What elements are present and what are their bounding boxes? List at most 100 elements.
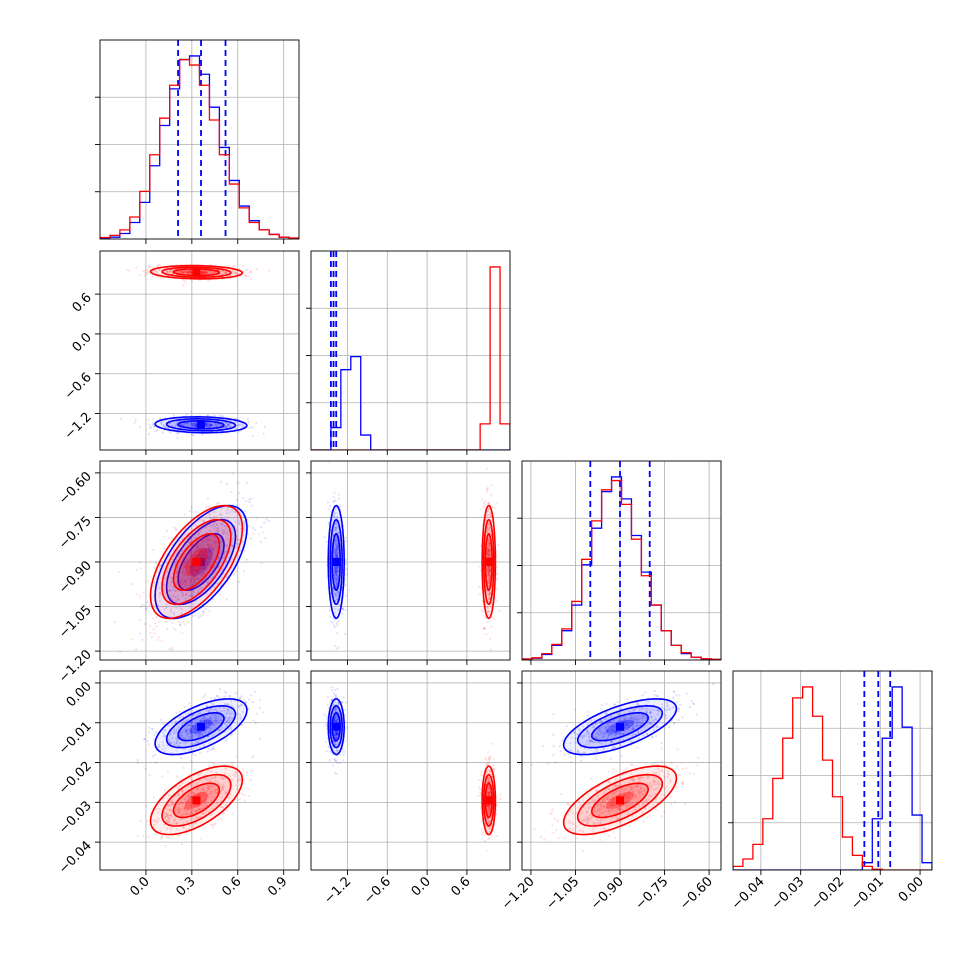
sample-point [198, 734, 201, 737]
sample-point [328, 759, 331, 762]
sample-point [333, 530, 336, 533]
peak-red [484, 557, 493, 566]
sample-point [335, 544, 338, 547]
sample-point [185, 554, 188, 557]
sample-point [333, 551, 336, 554]
sample-point [151, 755, 155, 758]
sample-point [156, 428, 159, 432]
sample-point [492, 764, 495, 767]
sample-point [209, 425, 212, 428]
sample-point [187, 570, 190, 573]
sample-point [244, 275, 247, 278]
sample-point [226, 508, 229, 511]
sample-point [202, 718, 206, 721]
sample-point [119, 651, 122, 654]
sample-point [199, 573, 202, 576]
sample-point [218, 714, 221, 717]
sample-point [334, 528, 337, 531]
sample-point [242, 521, 245, 525]
sample-point [178, 420, 181, 423]
sample-point [179, 715, 182, 718]
sample-point [198, 548, 201, 551]
sample-point [171, 272, 174, 276]
sample-point [222, 568, 225, 571]
sample-point [193, 724, 197, 728]
sample-point [152, 738, 156, 741]
sample-point [207, 546, 210, 549]
sample-point [194, 423, 198, 426]
sample-point [268, 519, 271, 523]
sample-point [485, 490, 488, 494]
sample-point [162, 722, 165, 726]
panel-1-0: −1.2−0.60.00.6 [62, 250, 300, 455]
sample-point [183, 422, 186, 425]
sample-point [172, 593, 175, 596]
sample-point [209, 270, 212, 274]
sample-point [206, 550, 209, 553]
sample-point [488, 593, 491, 596]
sample-point [482, 610, 485, 614]
sample-point [164, 845, 167, 848]
sample-point [485, 512, 489, 515]
sample-point [335, 553, 338, 556]
x-tick-label: 0.6 [219, 874, 244, 899]
sample-point [238, 798, 241, 801]
sample-point [194, 581, 197, 585]
sample-point [197, 532, 200, 535]
sample-point [183, 561, 186, 564]
sample-point [185, 562, 188, 565]
sample-point [184, 729, 187, 733]
sample-point [231, 537, 234, 541]
sample-point [192, 569, 196, 572]
sample-point [487, 555, 490, 558]
sample-point [154, 270, 157, 273]
sample-point [210, 271, 214, 274]
sample-point [336, 608, 340, 611]
sample-point [199, 554, 202, 558]
sample-point [333, 566, 337, 569]
sample-point [231, 545, 234, 548]
sample-point [488, 578, 491, 581]
sample-point [225, 559, 228, 562]
sample-point [184, 270, 187, 273]
sample-point [246, 417, 250, 420]
sample-point [210, 546, 213, 550]
sample-point [251, 426, 254, 429]
sample-point [204, 731, 207, 734]
sample-point [195, 549, 198, 553]
sample-point [486, 568, 489, 571]
sample-point [247, 421, 251, 424]
sample-point [223, 517, 226, 521]
sample-point [221, 269, 224, 273]
sample-point [336, 576, 340, 579]
sample-point [235, 514, 239, 517]
sample-point [218, 687, 222, 691]
sample-point [177, 554, 180, 557]
sample-point [498, 609, 501, 612]
sample-point [196, 546, 199, 549]
sample-point [165, 571, 169, 574]
sample-point [136, 834, 139, 837]
sample-point [192, 575, 195, 578]
sample-point [487, 566, 490, 569]
sample-point [487, 575, 491, 578]
sample-point [332, 588, 335, 591]
sample-point [185, 413, 188, 416]
sample-point [487, 529, 490, 532]
sample-point [145, 819, 149, 823]
sample-point [200, 271, 203, 274]
sample-point [153, 269, 156, 272]
sample-point [336, 546, 339, 549]
sample-point [134, 418, 137, 421]
sample-point [241, 768, 245, 771]
sample-point [159, 276, 163, 280]
sample-point [189, 727, 193, 730]
sample-point [488, 569, 491, 573]
sample-point [158, 610, 162, 613]
sample-point [335, 582, 338, 585]
sample-point [175, 551, 179, 554]
sample-point [488, 546, 491, 549]
sample-point [486, 486, 489, 490]
sample-point [227, 712, 230, 715]
sample-point [194, 741, 197, 745]
